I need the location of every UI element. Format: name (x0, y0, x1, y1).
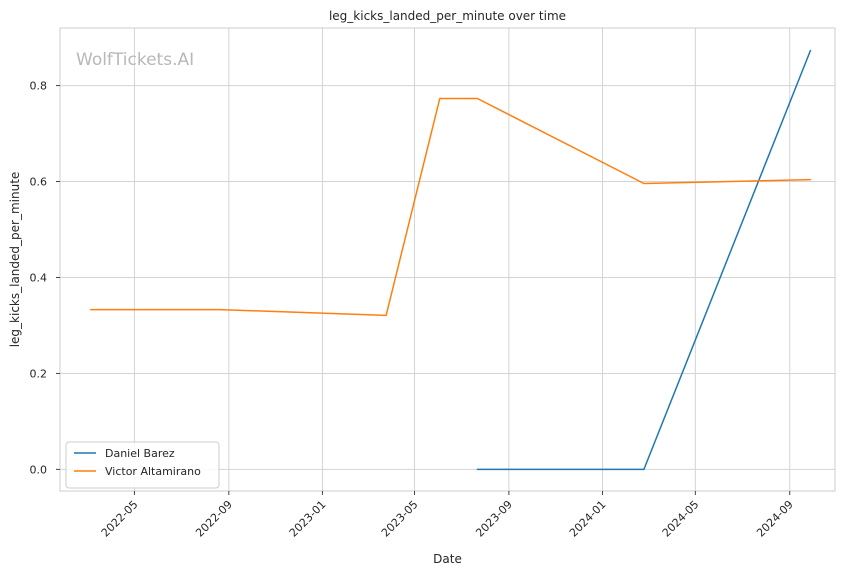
grid-lines (60, 28, 835, 491)
legend-label: Daniel Barez (105, 447, 175, 460)
series-line-daniel-barez (476, 49, 812, 471)
watermark-text: WolfTickets.AI (76, 50, 194, 70)
plot-area-frame (59, 27, 836, 492)
y-tick-label: 0.4 (30, 271, 48, 284)
chart-title: leg_kicks_landed_per_minute over time (329, 9, 566, 23)
series-lines (89, 49, 812, 471)
legend-label: Victor Altamirano (105, 465, 201, 478)
y-axis-title: leg_kicks_landed_per_minute (8, 172, 22, 348)
y-tick-label: 0.0 (30, 463, 48, 476)
series-line-victor-altamirano (89, 97, 812, 317)
y-tick-label: 0.8 (30, 80, 48, 93)
legend-box (65, 441, 220, 489)
y-tick-label: 0.2 (30, 367, 48, 380)
legend: Daniel Barez Victor Altamirano (65, 441, 220, 489)
x-axis-title: Date (433, 552, 462, 566)
y-axis-ticks: 0.0 0.2 0.4 0.6 0.8 (30, 80, 60, 476)
y-tick-label: 0.6 (30, 176, 48, 189)
